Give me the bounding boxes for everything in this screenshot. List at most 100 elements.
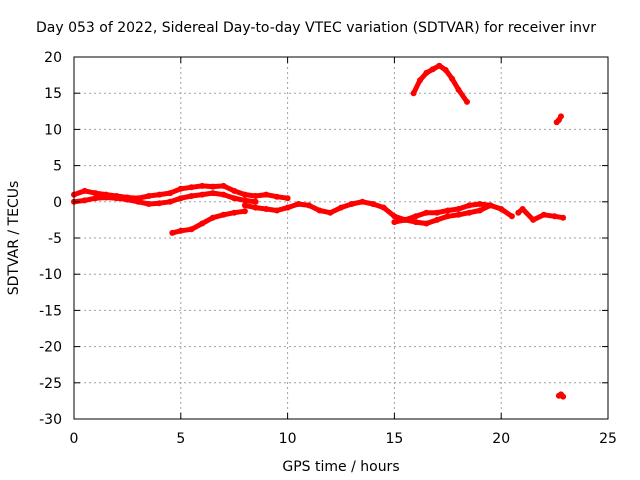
series-arc-high <box>411 63 470 105</box>
axis-ticks <box>73 56 609 420</box>
data-point <box>410 90 417 97</box>
data-point <box>273 193 280 200</box>
data-point <box>348 201 355 207</box>
data-point <box>442 67 449 73</box>
data-point <box>188 184 195 191</box>
data-point <box>156 191 163 198</box>
data-point <box>273 207 280 214</box>
x-tick-label: 20 <box>492 431 510 447</box>
data-point <box>231 187 238 194</box>
data-point <box>464 98 470 105</box>
data-point <box>560 393 567 400</box>
data-point <box>380 204 387 211</box>
data-point <box>429 66 436 73</box>
data-point <box>402 216 409 223</box>
data-point <box>316 207 323 214</box>
data-point <box>145 193 152 199</box>
data-point <box>103 194 109 201</box>
data-point <box>359 198 366 205</box>
data-point <box>476 201 483 207</box>
data-point <box>177 185 184 192</box>
data-point <box>498 206 505 212</box>
data-point <box>417 77 423 84</box>
data-point <box>466 202 473 209</box>
data-point <box>412 219 419 226</box>
y-tick-label: -5 <box>48 231 62 247</box>
data-point <box>241 202 248 209</box>
data-point <box>241 191 248 198</box>
data-point <box>241 197 248 204</box>
data-point <box>327 209 334 216</box>
data-point <box>167 198 174 205</box>
data-point <box>306 202 312 209</box>
data-point <box>444 213 451 220</box>
data-point <box>145 201 152 207</box>
y-tick-label: -30 <box>39 412 62 428</box>
data-point <box>295 201 302 207</box>
data-point <box>124 196 131 203</box>
data-point <box>444 207 451 214</box>
data-series <box>71 62 567 400</box>
y-tick-label: -25 <box>39 376 62 392</box>
data-point <box>220 182 227 189</box>
data-point <box>455 206 462 212</box>
data-point <box>177 227 184 234</box>
data-point <box>436 62 443 69</box>
data-point <box>519 206 526 212</box>
data-point <box>241 208 248 215</box>
data-point <box>113 195 120 202</box>
data-point <box>81 197 88 204</box>
x-tick-label: 0 <box>70 431 79 447</box>
data-point <box>476 207 483 214</box>
data-point <box>508 213 515 220</box>
data-point <box>199 182 206 189</box>
data-point <box>188 226 195 233</box>
data-point <box>284 195 291 202</box>
data-point <box>487 202 494 209</box>
data-point <box>391 219 398 226</box>
x-tick-label: 10 <box>279 431 297 447</box>
y-tick-label: 0 <box>53 195 62 211</box>
data-point <box>252 204 259 211</box>
data-point <box>220 211 227 218</box>
y-axis-label: SDTVAR / TECUs <box>6 181 22 296</box>
data-point <box>231 195 238 202</box>
data-point <box>177 195 184 202</box>
data-point <box>560 214 567 221</box>
y-tick-label: 20 <box>44 50 62 66</box>
data-point <box>284 204 291 211</box>
x-tick-label: 15 <box>385 431 403 447</box>
data-point <box>434 209 441 216</box>
tick-labels: 0 5 10 15 20 25 -30 -25 -20 -15 -10 -5 0 5 10 15 20 <box>39 50 617 447</box>
y-tick-label: -15 <box>39 303 62 319</box>
data-point <box>156 200 163 207</box>
data-point <box>423 69 430 76</box>
data-point <box>263 206 270 212</box>
data-point <box>370 201 376 207</box>
data-point <box>169 229 176 236</box>
data-point <box>423 209 430 216</box>
data-point <box>209 190 216 197</box>
data-point <box>220 191 227 198</box>
data-point <box>412 213 419 220</box>
series-track-e <box>391 202 493 226</box>
data-point <box>551 213 558 220</box>
data-point <box>540 211 547 218</box>
data-point <box>252 193 259 199</box>
data-point <box>455 86 462 93</box>
data-point <box>231 209 238 216</box>
data-point <box>199 191 206 198</box>
data-point <box>135 198 142 205</box>
data-point <box>423 220 430 227</box>
data-point <box>92 190 99 197</box>
y-tick-label: -10 <box>39 267 62 283</box>
data-point <box>81 187 88 194</box>
data-point <box>188 193 195 199</box>
y-tick-label: 10 <box>44 122 62 138</box>
data-point <box>455 211 462 218</box>
data-point <box>209 214 216 221</box>
x-axis-label: GPS time / hours <box>282 459 399 475</box>
chart-title: Day 053 of 2022, Sidereal Day-to-day VTE… <box>36 20 596 36</box>
y-tick-label: -20 <box>39 340 62 356</box>
data-point <box>530 216 537 223</box>
